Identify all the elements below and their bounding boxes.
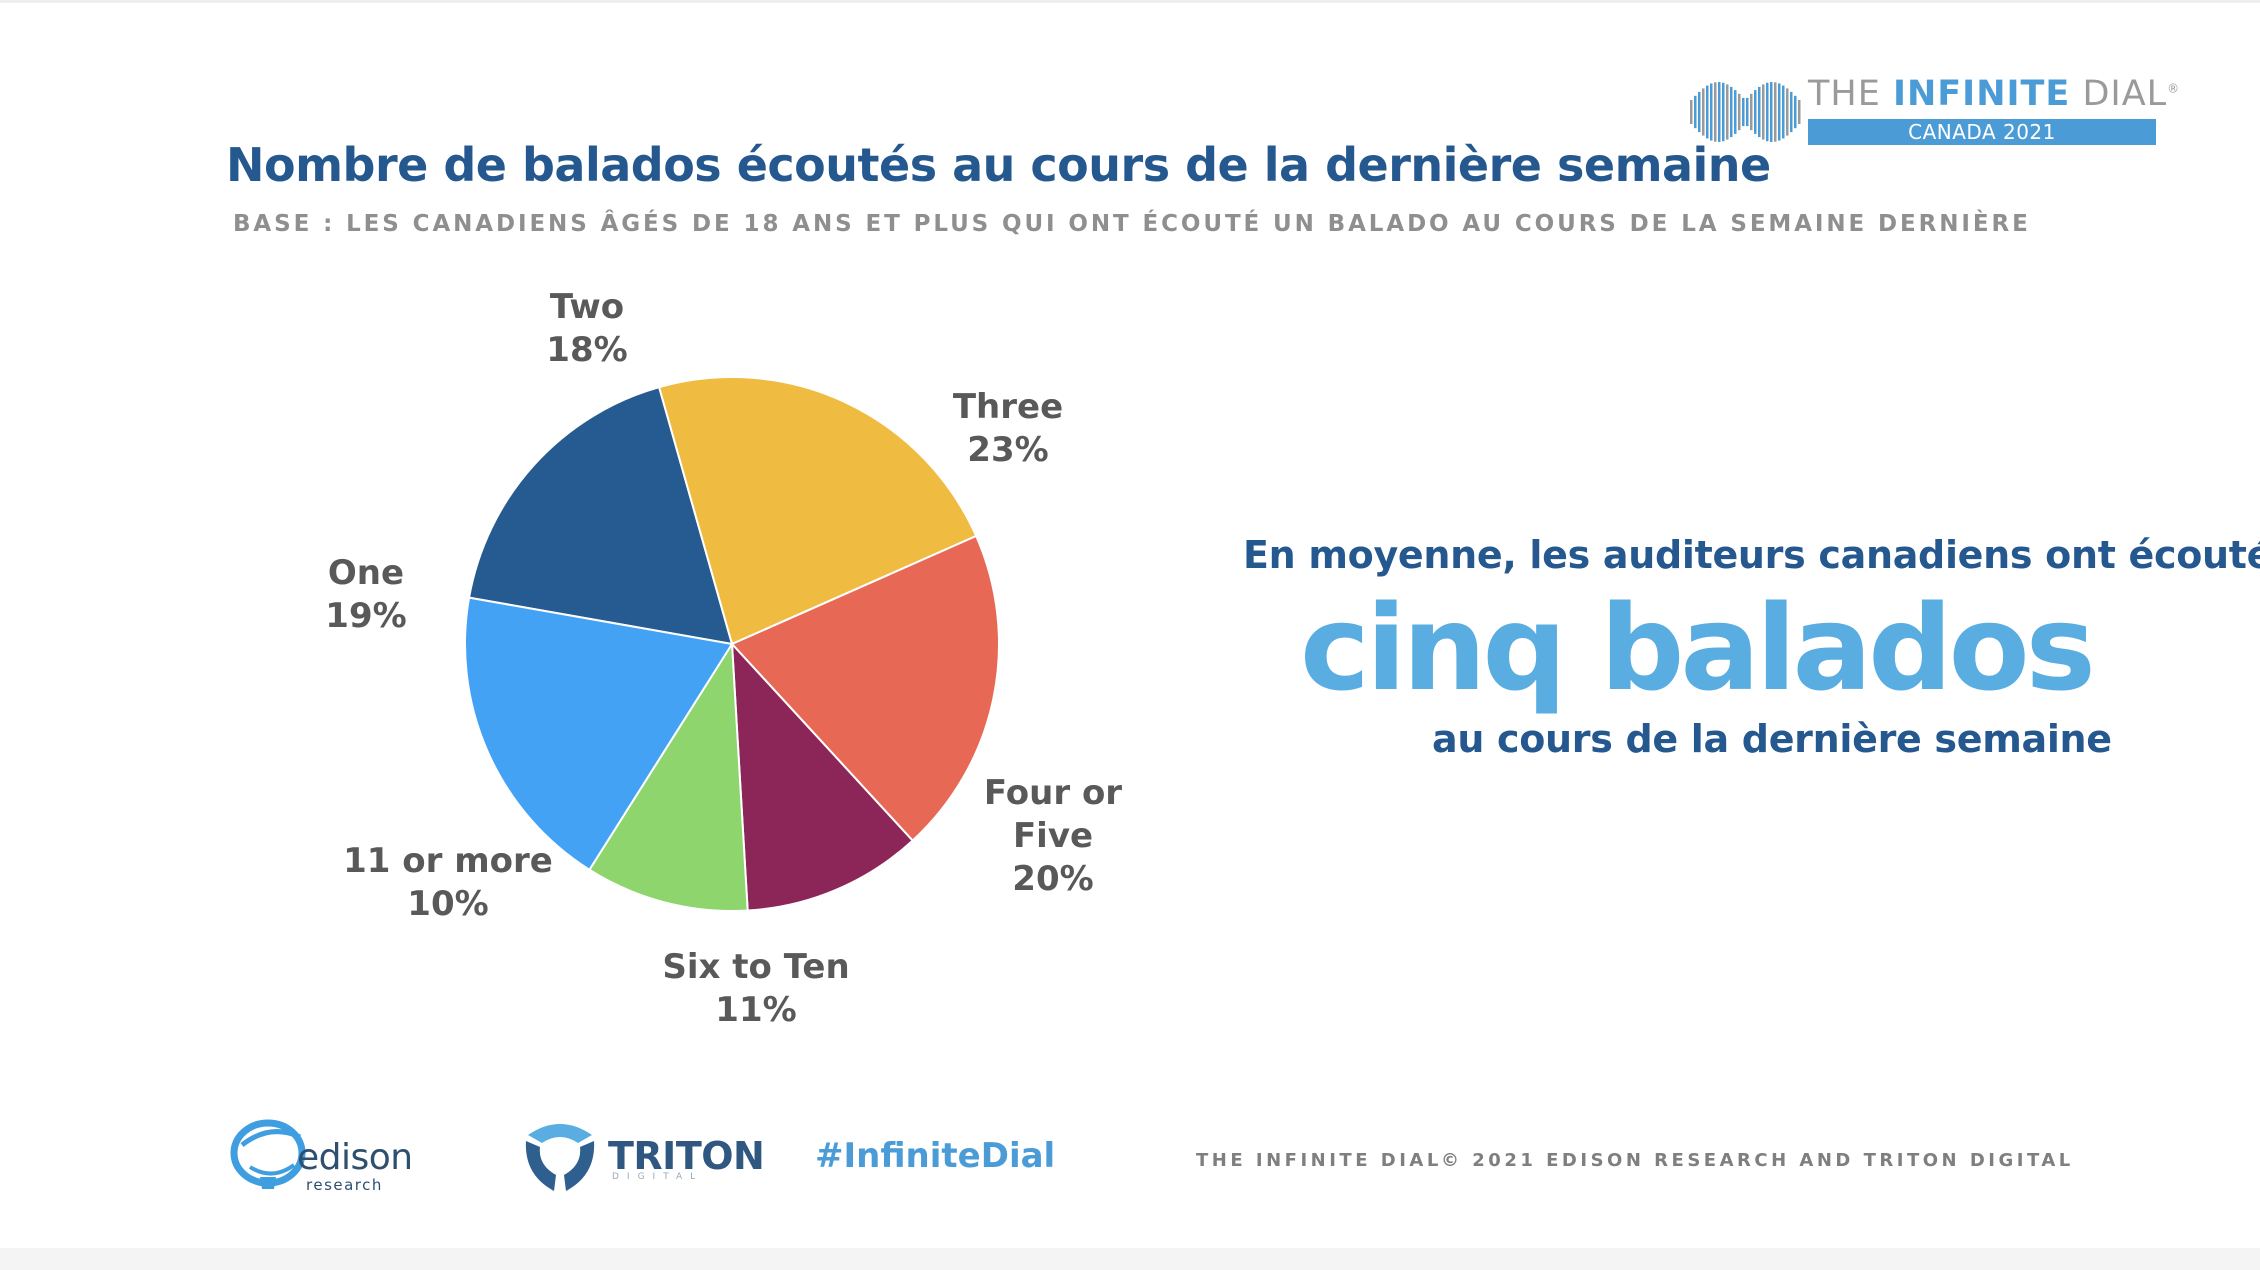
pie-label-two: Two 18% xyxy=(546,287,627,370)
brand-bar xyxy=(1798,100,1801,124)
brand-bar xyxy=(1714,82,1717,142)
triton-emblem-icon xyxy=(525,1124,595,1191)
brand-bar xyxy=(1738,93,1741,131)
brand-bar xyxy=(1710,83,1713,141)
brand-word-infinite: INFINITE xyxy=(1892,74,2071,114)
brand-bar xyxy=(1690,100,1693,124)
brand-bar xyxy=(1726,84,1729,140)
brand-bar xyxy=(1790,91,1793,133)
brand-bar xyxy=(1770,82,1773,142)
hashtag-link[interactable]: #InfiniteDial xyxy=(815,1136,1056,1176)
brand-bar xyxy=(1750,93,1753,131)
callout-highlight: cinq balados xyxy=(1300,579,2096,717)
brand-bar xyxy=(1706,85,1709,139)
brand-bar xyxy=(1762,84,1765,140)
brand-bar xyxy=(1702,88,1705,136)
footer-brand-text: THE INFINITE DIAL xyxy=(1196,1150,1442,1171)
pie-label-one: One 19% xyxy=(325,553,406,636)
infinite-dial-logo-icon xyxy=(1690,82,1801,142)
triton-wordmark: TRITON xyxy=(608,1134,765,1178)
brand-bar xyxy=(1694,95,1697,129)
pie-label-three: Three 23% xyxy=(953,387,1063,470)
brand-bar xyxy=(1698,91,1701,133)
brand-bar xyxy=(1746,97,1749,127)
brand-bar xyxy=(1742,97,1745,127)
brand-bar xyxy=(1730,86,1733,138)
brand-bar xyxy=(1718,82,1721,142)
page-subtitle: BASE : LES CANADIENS ÂGÉS DE 18 ANS ET P… xyxy=(233,211,2031,237)
brand-bar xyxy=(1782,85,1785,139)
brand-bar xyxy=(1794,95,1797,129)
pie-label-four-or-five: Four or Five 20% xyxy=(984,773,1122,899)
callout-intro: En moyenne, les auditeurs canadiens ont … xyxy=(1243,533,2260,577)
brand-title: THE INFINITE DIAL® xyxy=(1808,74,2180,114)
brand-bar xyxy=(1734,90,1737,134)
pie-label-11-or-more: 11 or more 10% xyxy=(343,841,553,924)
brand-word-the: THE xyxy=(1808,74,1881,114)
brand-bar xyxy=(1754,90,1757,134)
brand-bar xyxy=(1758,86,1761,138)
triton-sub-wordmark: DIGITAL xyxy=(612,1172,704,1182)
footer-copyright: © 2021 EDISON RESEARCH AND TRITON DIGITA… xyxy=(1441,1150,2074,1171)
edison-sub-wordmark: research xyxy=(306,1176,383,1194)
pie-slice-four-or-five xyxy=(730,534,1000,843)
pie-label-six-to-ten: Six to Ten 11% xyxy=(662,947,849,1030)
brand-bar xyxy=(1786,88,1789,136)
brand-word-dial: DIAL xyxy=(2082,74,2168,114)
pie-slice-11-or-more xyxy=(588,640,749,912)
brand-bar xyxy=(1722,82,1725,142)
brand-bar xyxy=(1774,82,1777,142)
page-title: Nombre de balados écoutés au cours de la… xyxy=(226,138,1771,192)
pie-slice-six-to-ten xyxy=(730,641,915,912)
brand-bar xyxy=(1778,83,1781,141)
pie-slice-three xyxy=(657,376,978,646)
brand-bar xyxy=(1766,82,1769,142)
pie-slice-one xyxy=(464,596,734,872)
bottom-band xyxy=(0,1248,2260,1270)
brand-edition: CANADA 2021 xyxy=(1808,119,2156,145)
pie-slice-two xyxy=(467,385,734,646)
edison-wordmark: edison xyxy=(297,1137,413,1178)
top-divider xyxy=(0,0,2260,3)
registered-mark: ® xyxy=(2167,81,2181,96)
callout-outro: au cours de la dernière semaine xyxy=(1432,717,2112,761)
edison-globe-icon xyxy=(230,1119,306,1189)
